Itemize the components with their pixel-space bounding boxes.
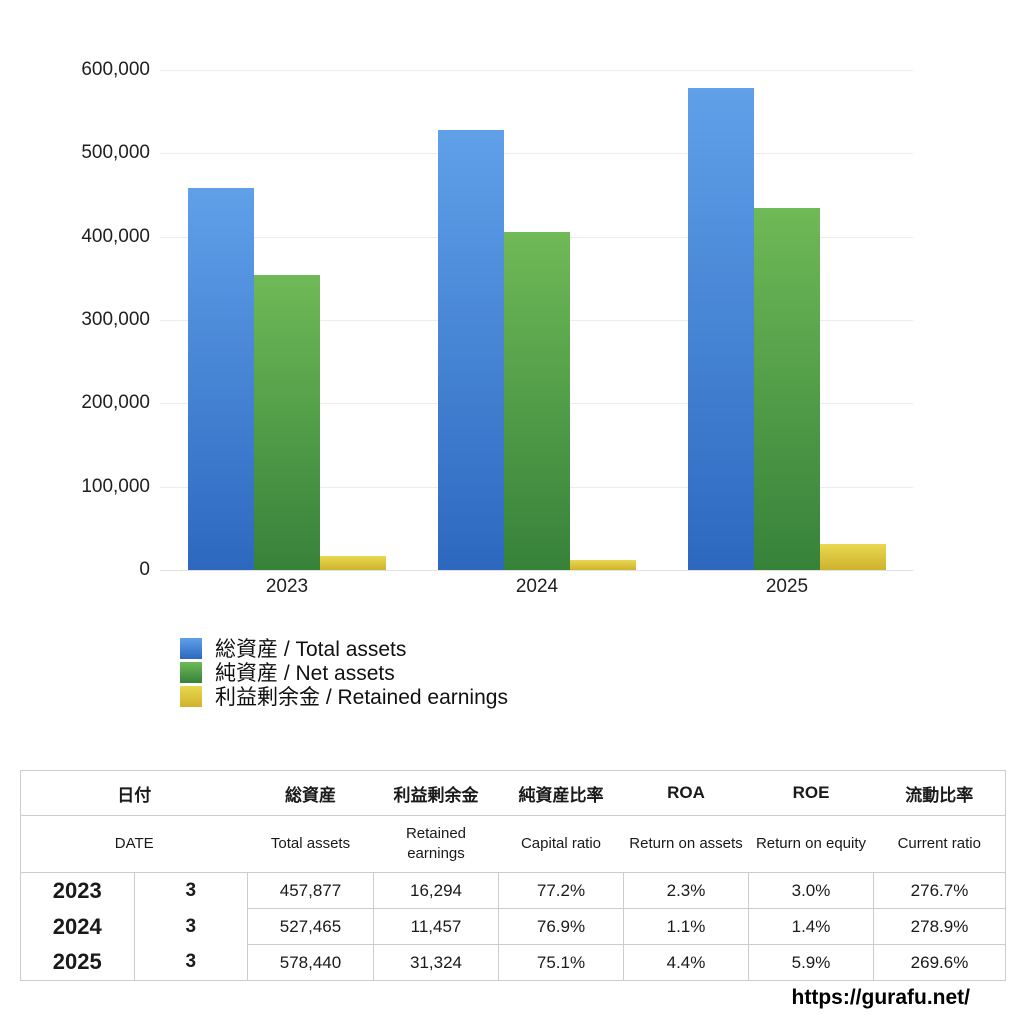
table-row-2024: 2024 3 527,465 11,457 76.9% 1.1% 1.4% 278.9% bbox=[20, 908, 1006, 945]
header-current-ratio-jp: 流動比率 bbox=[873, 770, 1006, 816]
cell-month: 3 bbox=[134, 944, 248, 981]
header-capital-ratio-en: Capital ratio bbox=[498, 815, 624, 873]
bar-retained-earnings-2024 bbox=[570, 560, 636, 570]
header-roa-jp: ROA bbox=[623, 770, 749, 816]
header-current-ratio-en: Current ratio bbox=[873, 815, 1006, 873]
y-tick-label-400000: 400,000 bbox=[81, 225, 150, 247]
cell-retained-earnings: 16,294 bbox=[373, 872, 499, 909]
cell-current-ratio: 278.9% bbox=[873, 908, 1006, 945]
bar-total-assets-2023 bbox=[188, 188, 254, 570]
cell-current-ratio: 269.6% bbox=[873, 944, 1006, 981]
legend-swatch-retained-earnings-icon bbox=[180, 685, 202, 707]
cell-roe: 1.4% bbox=[748, 908, 874, 945]
cell-year: 2025 bbox=[20, 944, 135, 981]
bar-retained-earnings-2025 bbox=[820, 544, 886, 570]
x-tick-label-2024: 2024 bbox=[515, 576, 559, 597]
bar-retained-earnings-2023 bbox=[320, 556, 386, 570]
header-date-jp: 日付 bbox=[20, 770, 248, 816]
bar-total-assets-2024 bbox=[438, 130, 504, 570]
legend-swatch-total-assets-icon bbox=[180, 637, 202, 659]
header-roe-en: Return on equity bbox=[748, 815, 874, 873]
legend-item-net-assets: 純資産 / Net assets bbox=[180, 660, 508, 685]
legend-item-total-assets: 総資産 / Total assets bbox=[180, 636, 508, 661]
gridline-500000 bbox=[160, 153, 913, 155]
y-tick-label-200000: 200,000 bbox=[81, 392, 150, 414]
cell-roa: 4.4% bbox=[623, 944, 749, 981]
legend-label-net-assets: 純資産 / Net assets bbox=[215, 662, 395, 685]
header-roa-en: Return on assets bbox=[623, 815, 749, 873]
site-url: https://gurafu.net/ bbox=[791, 986, 970, 1009]
plot-area bbox=[160, 70, 913, 571]
legend-item-retained-earnings: 利益剰余金 / Retained earnings bbox=[180, 684, 508, 709]
y-tick-label-500000: 500,000 bbox=[81, 142, 150, 164]
legend-swatch-net-assets-icon bbox=[180, 661, 202, 683]
legend-label-retained-earnings: 利益剰余金 / Retained earnings bbox=[215, 686, 508, 709]
x-tick-label-2023: 2023 bbox=[265, 576, 309, 597]
bar-total-assets-2025 bbox=[688, 88, 754, 570]
cell-month: 3 bbox=[134, 872, 248, 909]
gridline-0 bbox=[160, 570, 913, 571]
cell-roe: 3.0% bbox=[748, 872, 874, 909]
table-header-en: DATE Total assets Retained earnings Capi… bbox=[20, 815, 1006, 873]
cell-roa: 2.3% bbox=[623, 872, 749, 909]
table-row-2023: 2023 3 457,877 16,294 77.2% 2.3% 3.0% 276.7% bbox=[20, 872, 1006, 909]
y-tick-label-300000: 300,000 bbox=[81, 309, 150, 330]
cell-year: 2023 bbox=[20, 872, 135, 909]
y-tick-label-600000: 600,000 bbox=[81, 59, 150, 80]
header-roe-jp: ROE bbox=[748, 770, 874, 816]
y-tick-label-0: 0 bbox=[139, 559, 150, 580]
cell-roe: 5.9% bbox=[748, 944, 874, 981]
bar-net-assets-2024 bbox=[504, 232, 570, 570]
cell-current-ratio: 276.7% bbox=[873, 872, 1006, 909]
bar-net-assets-2025 bbox=[754, 208, 820, 570]
cell-total-assets: 457,877 bbox=[247, 872, 374, 909]
cell-total-assets: 578,440 bbox=[247, 944, 374, 981]
legend: 総資産 / Total assets 純資産 / Net assets 利益剰余金 … bbox=[180, 636, 508, 709]
cell-capital-ratio: 75.1% bbox=[498, 944, 624, 981]
header-total-assets-jp: 総資産 bbox=[247, 770, 374, 816]
cell-total-assets: 527,465 bbox=[247, 908, 374, 945]
header-total-assets-en: Total assets bbox=[247, 815, 374, 873]
financial-table: 日付 総資産 利益剰余金 純資産比率 ROA ROE 流動比率 DATE Tot… bbox=[20, 770, 1006, 981]
bar-net-assets-2023 bbox=[254, 275, 320, 570]
gridline-600000 bbox=[160, 70, 913, 71]
y-tick-label-100000: 100,000 bbox=[81, 475, 150, 497]
header-retained-earnings-jp: 利益剰余金 bbox=[373, 770, 499, 816]
header-retained-earnings-en: Retained earnings bbox=[373, 815, 499, 873]
table-row-2025: 2025 3 578,440 31,324 75.1% 4.4% 5.9% 269.6% bbox=[20, 944, 1006, 981]
cell-month: 3 bbox=[134, 908, 248, 945]
legend-label-total-assets: 総資産 / Total assets bbox=[215, 638, 407, 661]
header-capital-ratio-jp: 純資産比率 bbox=[498, 770, 624, 816]
cell-retained-earnings: 11,457 bbox=[373, 908, 499, 945]
cell-retained-earnings: 31,324 bbox=[373, 944, 499, 981]
x-tick-label-2025: 2025 bbox=[765, 576, 809, 597]
cell-roa: 1.1% bbox=[623, 908, 749, 945]
cell-capital-ratio: 77.2% bbox=[498, 872, 624, 909]
cell-capital-ratio: 76.9% bbox=[498, 908, 624, 945]
cell-year: 2024 bbox=[20, 908, 135, 945]
header-date-en: DATE bbox=[20, 815, 248, 873]
table-header-jp: 日付 総資産 利益剰余金 純資産比率 ROA ROE 流動比率 bbox=[20, 770, 1006, 816]
